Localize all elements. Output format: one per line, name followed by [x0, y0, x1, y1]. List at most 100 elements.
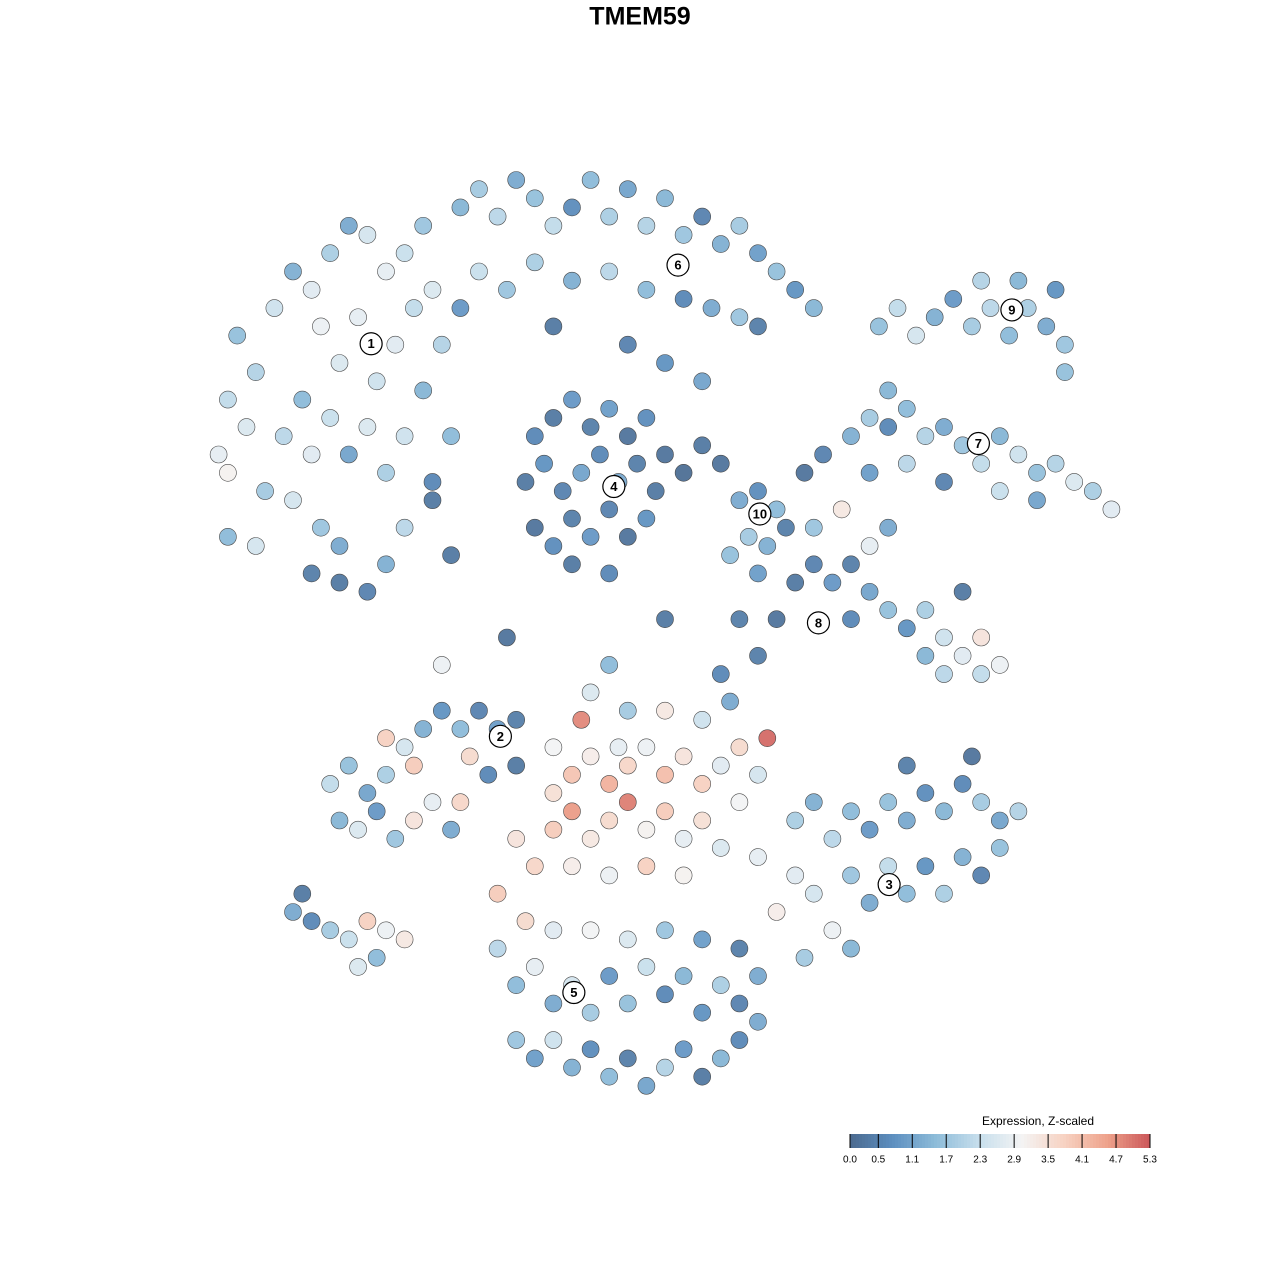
point — [637, 820, 656, 839]
colorbar-segment — [1030, 1134, 1034, 1148]
colorbar-segment — [967, 1134, 971, 1148]
point — [414, 381, 433, 400]
point — [953, 582, 972, 601]
colorbar-segment — [1060, 1134, 1064, 1148]
point — [600, 500, 619, 519]
colorbar-segment — [859, 1134, 863, 1148]
point — [618, 994, 637, 1013]
colorbar-segment — [1093, 1134, 1097, 1148]
point — [916, 601, 935, 619]
point — [656, 701, 674, 720]
point — [637, 409, 656, 427]
colorbar-segment — [955, 1134, 959, 1148]
colorbar-segment — [1033, 1134, 1037, 1148]
point — [618, 335, 637, 354]
point — [990, 482, 1009, 500]
colorbar-segment — [898, 1134, 902, 1148]
point — [442, 820, 460, 839]
point — [860, 582, 879, 601]
point — [302, 564, 321, 583]
point — [544, 409, 563, 427]
point — [842, 610, 860, 629]
point — [730, 308, 749, 327]
colorbar-segment — [991, 1134, 995, 1148]
point — [637, 738, 656, 757]
cluster-badge — [562, 980, 586, 1005]
point — [339, 756, 358, 775]
point — [897, 756, 916, 775]
point — [405, 811, 423, 830]
point — [600, 967, 619, 985]
point — [711, 665, 730, 683]
point — [358, 784, 377, 802]
point — [618, 180, 637, 198]
colorbar-segment — [1075, 1134, 1079, 1148]
point — [432, 656, 451, 674]
point — [600, 1067, 619, 1086]
point — [963, 317, 981, 336]
point — [1065, 473, 1083, 491]
point — [832, 500, 851, 519]
colorbar-segment — [1078, 1134, 1082, 1148]
point — [786, 866, 805, 885]
point — [674, 829, 693, 848]
point — [470, 701, 488, 720]
point — [935, 665, 953, 683]
point — [507, 711, 526, 729]
point — [544, 317, 563, 336]
point — [507, 829, 526, 848]
point — [1084, 482, 1102, 500]
point — [349, 958, 367, 976]
colorbar-segment — [1129, 1134, 1133, 1148]
point — [498, 628, 516, 647]
point — [786, 573, 805, 592]
point — [600, 399, 619, 418]
cluster-label: 1 — [368, 336, 375, 351]
colorbar-segment — [889, 1134, 893, 1148]
colorbar-segment — [1123, 1134, 1127, 1148]
point — [377, 555, 395, 574]
colorbar-segment — [1147, 1134, 1151, 1148]
point — [637, 958, 656, 976]
point — [1028, 491, 1046, 510]
colorbar-segment — [1027, 1134, 1031, 1148]
point — [367, 372, 386, 391]
point — [711, 235, 730, 253]
colorbar-segment — [1051, 1134, 1055, 1148]
colorbar-segment — [1069, 1134, 1073, 1148]
point — [823, 829, 842, 848]
point — [693, 930, 712, 949]
colorbar-tick-label: 1.1 — [905, 1155, 919, 1166]
point — [498, 280, 516, 299]
colorbar-segment — [1105, 1134, 1109, 1148]
cluster-badge — [488, 724, 512, 748]
point — [395, 930, 414, 949]
colorbar-segment — [1057, 1134, 1061, 1148]
colorbar-segment — [976, 1134, 980, 1148]
point — [730, 491, 749, 510]
point — [572, 711, 591, 729]
cluster-badge — [359, 332, 383, 356]
point — [451, 299, 470, 317]
cluster-badge — [666, 253, 690, 277]
chart-title: TMEM59 — [589, 3, 690, 31]
point — [581, 528, 600, 546]
point — [293, 390, 312, 409]
colorbar-segment — [1006, 1134, 1010, 1148]
point — [897, 811, 916, 830]
point — [581, 829, 600, 848]
point — [581, 683, 600, 702]
colorbar-segment — [874, 1134, 878, 1148]
point — [730, 994, 749, 1013]
point — [377, 921, 395, 940]
point — [219, 528, 237, 546]
point — [674, 866, 693, 885]
point — [739, 528, 758, 546]
point — [693, 775, 712, 793]
colorbar-segment — [964, 1134, 968, 1148]
point — [1009, 271, 1028, 290]
point — [842, 866, 860, 885]
colorbar-segment — [871, 1134, 875, 1148]
point — [563, 390, 581, 409]
point — [618, 756, 637, 775]
